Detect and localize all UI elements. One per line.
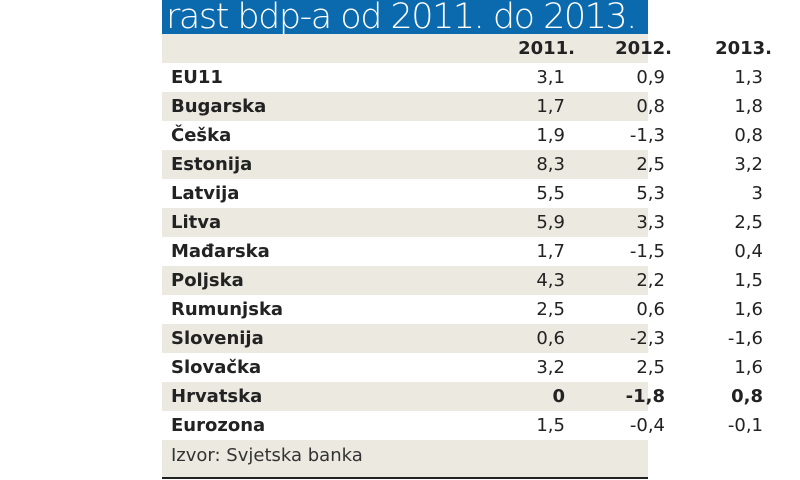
country-name: Eurozona <box>171 415 266 436</box>
data-cell: 2,2 <box>636 270 665 291</box>
data-cell: 5,3 <box>636 183 665 204</box>
data-cell: 0,6 <box>536 328 565 349</box>
table-row: Slovenija 0,6 -2,3 -1,6 <box>162 324 763 353</box>
table-row: Češka 1,9 -1,3 0,8 <box>162 121 763 150</box>
data-cell: 0,6 <box>636 299 665 320</box>
data-cell: 2,5 <box>636 357 665 378</box>
data-cell: -1,5 <box>629 241 665 262</box>
data-cell: 3,3 <box>636 212 665 233</box>
data-cell: -2,3 <box>629 328 665 349</box>
data-cell: 0,4 <box>734 241 763 262</box>
country-name: Češka <box>171 125 232 146</box>
data-cell: 3,1 <box>536 67 565 88</box>
data-cell: 1,9 <box>536 125 565 146</box>
table-row: Poljska 4,3 2,2 1,5 <box>162 266 763 295</box>
country-name: Hrvatska <box>171 386 263 407</box>
country-name: Latvija <box>171 183 240 204</box>
data-cell: 1,7 <box>536 96 565 117</box>
country-name: Bugarska <box>171 96 267 117</box>
country-name: Slovačka <box>171 357 262 378</box>
table-row: Bugarska 1,7 0,8 1,8 <box>162 92 763 121</box>
data-cell: 1,5 <box>734 270 763 291</box>
country-name: Slovenija <box>171 328 264 349</box>
country-name: Poljska <box>171 270 244 291</box>
country-name: Rumunjska <box>171 299 284 320</box>
table-row: Rumunjska 2,5 0,6 1,6 <box>162 295 763 324</box>
data-cell: 5,9 <box>536 212 565 233</box>
data-cell: 1,5 <box>536 415 565 436</box>
table-row: Litva 5,9 3,3 2,5 <box>162 208 763 237</box>
data-cell: 0,9 <box>636 67 665 88</box>
gdp-table: rast bdp-a od 2011. do 2013. 2011. 2012.… <box>162 0 772 479</box>
data-cell: 2,5 <box>536 299 565 320</box>
country-name: Litva <box>171 212 222 233</box>
table-row: Latvija 5,5 5,3 3 <box>162 179 763 208</box>
data-cell: 4,3 <box>536 270 565 291</box>
data-cell: 3 <box>751 183 763 204</box>
header-row: 2011. 2012. 2013. <box>162 34 772 63</box>
source-note: Izvor: Svjetska banka <box>162 440 648 479</box>
data-cell: -1,3 <box>629 125 665 146</box>
table-row: Slovačka 3,2 2,5 1,6 <box>162 353 763 382</box>
table-row: Estonija 8,3 2,5 3,2 <box>162 150 763 179</box>
data-cell: 0,8 <box>636 96 665 117</box>
data-cell: -1,8 <box>625 386 665 407</box>
data-cell: 0,8 <box>731 386 763 407</box>
data-cell: -0,1 <box>727 415 763 436</box>
data-cell: 1,6 <box>734 299 763 320</box>
table-title: rast bdp-a od 2011. do 2013. <box>162 0 648 34</box>
data-cell: 2,5 <box>636 154 665 175</box>
data-cell: 3,2 <box>734 154 763 175</box>
data-cell: 2,5 <box>734 212 763 233</box>
table-row: Mađarska 1,7 -1,5 0,4 <box>162 237 763 266</box>
data-cell: 1,8 <box>734 96 763 117</box>
table-row: Hrvatska 0 -1,8 0,8 <box>162 382 763 411</box>
country-name: EU11 <box>171 67 223 88</box>
column-header: 2011. <box>518 38 575 59</box>
data-cell: 0,8 <box>734 125 763 146</box>
data-cell: -0,4 <box>629 415 665 436</box>
data-cell: -1,6 <box>727 328 763 349</box>
data-cell: 3,2 <box>536 357 565 378</box>
table-row: Eurozona 1,5 -0,4 -0,1 <box>162 411 763 440</box>
data-cell: 1,7 <box>536 241 565 262</box>
column-header: 2013. <box>715 38 772 59</box>
column-header: 2012. <box>615 38 672 59</box>
data-cell: 5,5 <box>536 183 565 204</box>
country-name: Estonija <box>171 154 253 175</box>
data-cell: 1,3 <box>734 67 763 88</box>
data-cell: 0 <box>552 386 565 407</box>
table-row: EU11 3,1 0,9 1,3 <box>162 63 763 92</box>
data-cell: 1,6 <box>734 357 763 378</box>
data-cell: 8,3 <box>536 154 565 175</box>
country-name: Mađarska <box>171 241 270 262</box>
